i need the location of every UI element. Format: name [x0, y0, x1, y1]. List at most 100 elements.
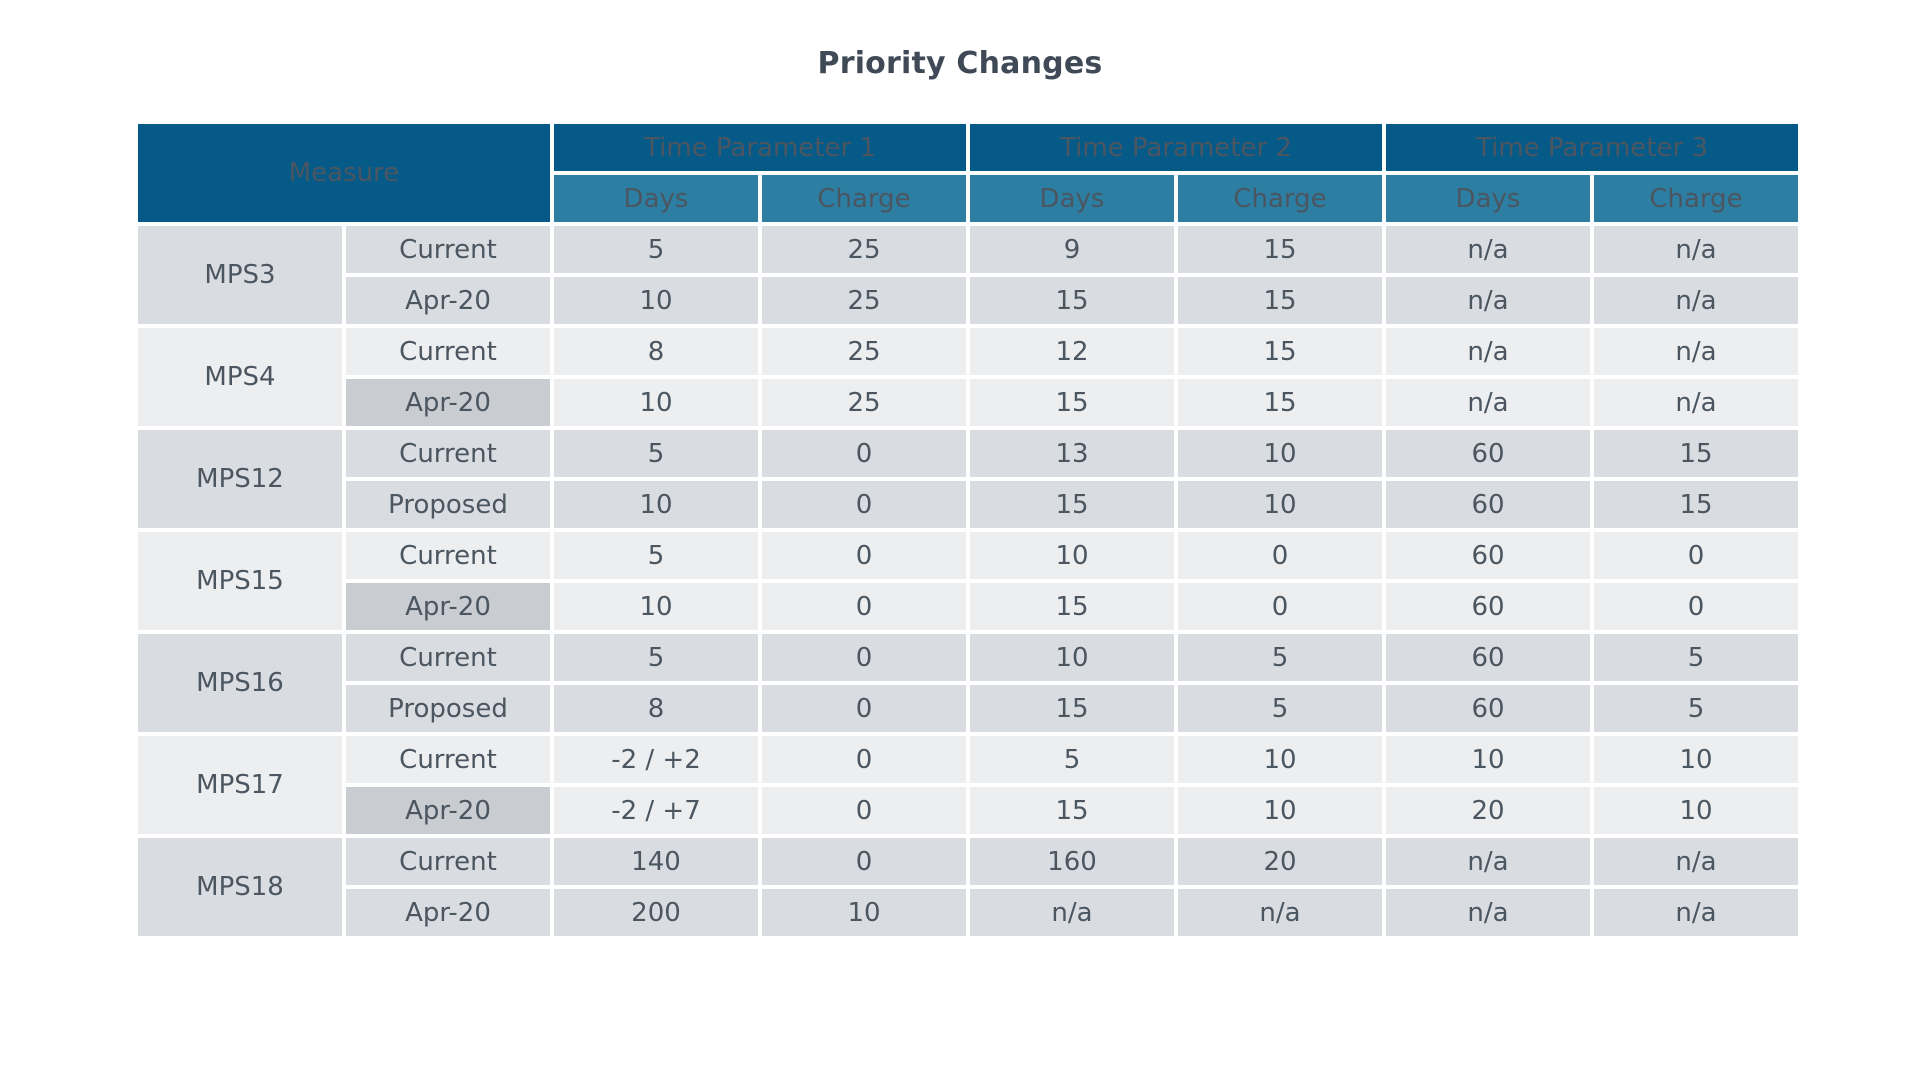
value-cell: 60 [1386, 481, 1590, 528]
sub-header-days: Days [1386, 175, 1590, 222]
sub-header-charge: Charge [762, 175, 966, 222]
value-cell: 0 [762, 838, 966, 885]
measure-cell: MPS4 [138, 328, 342, 426]
row-label: Current [346, 430, 550, 477]
value-cell: 8 [554, 328, 758, 375]
row-label: Current [346, 634, 550, 681]
value-cell: 0 [1594, 532, 1798, 579]
table-row: MPS4 Current 8 25 12 15 n/a n/a [138, 328, 1798, 426]
sub-header-days: Days [970, 175, 1174, 222]
value-cell: 140 [554, 838, 758, 885]
table-row: Apr-20 10 0 15 0 60 0 [138, 583, 1798, 630]
value-cell: 15 [970, 481, 1174, 528]
sub-header-days: Days [554, 175, 758, 222]
value-cell: n/a [1178, 889, 1382, 936]
value-cell: 8 [554, 685, 758, 732]
value-cell: 10 [554, 481, 758, 528]
value-cell: 10 [554, 379, 758, 426]
measure-cell: MPS15 [138, 532, 342, 630]
value-cell: 160 [970, 838, 1174, 885]
value-cell: 5 [1178, 634, 1382, 681]
value-cell: 0 [1594, 583, 1798, 630]
value-cell: 12 [970, 328, 1174, 375]
table-row: MPS16 Current 5 0 10 5 60 5 [138, 634, 1798, 732]
group-header-tp2: Time Parameter 2 [970, 124, 1382, 171]
value-cell: 15 [970, 379, 1174, 426]
value-cell: 10 [1178, 481, 1382, 528]
table-row: Apr-20 10 25 15 15 n/a n/a [138, 277, 1798, 324]
row-label: Current [346, 838, 550, 885]
table-row: MPS15 Current 5 0 10 0 60 0 [138, 532, 1798, 630]
value-cell: 5 [554, 430, 758, 477]
value-cell: 25 [762, 277, 966, 324]
sub-header-charge: Charge [1178, 175, 1382, 222]
row-label: Apr-20 [346, 889, 550, 936]
value-cell: n/a [1386, 277, 1590, 324]
header-row-sub: Days Charge Days Charge Days Charge [138, 175, 1798, 222]
table-row: Apr-20 10 25 15 15 n/a n/a [138, 379, 1798, 426]
value-cell: 15 [970, 685, 1174, 732]
value-cell: n/a [1386, 889, 1590, 936]
value-cell: n/a [1386, 226, 1590, 273]
value-cell: n/a [970, 889, 1174, 936]
table-row: Proposed 10 0 15 10 60 15 [138, 481, 1798, 528]
value-cell: 5 [554, 634, 758, 681]
value-cell: 13 [970, 430, 1174, 477]
measure-cell: MPS17 [138, 736, 342, 834]
value-cell: 10 [554, 277, 758, 324]
value-cell: 5 [554, 226, 758, 273]
row-label: Apr-20 [346, 787, 550, 834]
value-cell: 15 [1594, 430, 1798, 477]
table-row: Apr-20 -2 / +7 0 15 10 20 10 [138, 787, 1798, 834]
table-row: Apr-20 200 10 n/a n/a n/a n/a [138, 889, 1798, 936]
table-row: MPS12 Current 5 0 13 10 60 15 [138, 430, 1798, 528]
value-cell: 10 [970, 634, 1174, 681]
value-cell: 0 [762, 583, 966, 630]
row-label: Current [346, 226, 550, 273]
value-cell: 0 [762, 736, 966, 783]
value-cell: 60 [1386, 634, 1590, 681]
value-cell: 10 [554, 583, 758, 630]
value-cell: n/a [1594, 277, 1798, 324]
value-cell: 0 [762, 634, 966, 681]
value-cell: -2 / +7 [554, 787, 758, 834]
value-cell: 5 [1594, 685, 1798, 732]
measure-cell: MPS16 [138, 634, 342, 732]
value-cell: n/a [1386, 838, 1590, 885]
value-cell: 15 [1178, 277, 1382, 324]
row-label: Current [346, 328, 550, 375]
value-cell: 200 [554, 889, 758, 936]
value-cell: n/a [1594, 226, 1798, 273]
value-cell: 0 [1178, 583, 1382, 630]
value-cell: 0 [762, 787, 966, 834]
group-header-tp3: Time Parameter 3 [1386, 124, 1798, 171]
value-cell: 60 [1386, 532, 1590, 579]
value-cell: 10 [762, 889, 966, 936]
table-row: Proposed 8 0 15 5 60 5 [138, 685, 1798, 732]
value-cell: 25 [762, 226, 966, 273]
value-cell: n/a [1594, 379, 1798, 426]
value-cell: 15 [1178, 226, 1382, 273]
value-cell: n/a [1594, 889, 1798, 936]
value-cell: 0 [762, 532, 966, 579]
value-cell: -2 / +2 [554, 736, 758, 783]
value-cell: n/a [1386, 379, 1590, 426]
priority-changes-table: Measure Time Parameter 1 Time Parameter … [134, 120, 1802, 940]
value-cell: 0 [762, 685, 966, 732]
value-cell: 15 [1178, 328, 1382, 375]
table-title: Priority Changes [817, 46, 1103, 81]
value-cell: n/a [1386, 328, 1590, 375]
value-cell: 5 [970, 736, 1174, 783]
value-cell: 0 [762, 481, 966, 528]
row-label: Current [346, 736, 550, 783]
value-cell: 10 [1386, 736, 1590, 783]
measure-cell: MPS12 [138, 430, 342, 528]
table-row: MPS18 Current 140 0 160 20 n/a n/a [138, 838, 1798, 936]
value-cell: 10 [970, 532, 1174, 579]
value-cell: 15 [970, 787, 1174, 834]
header-row-groups: Measure Time Parameter 1 Time Parameter … [138, 124, 1798, 222]
value-cell: 60 [1386, 430, 1590, 477]
value-cell: 15 [970, 583, 1174, 630]
row-label: Proposed [346, 481, 550, 528]
value-cell: n/a [1594, 838, 1798, 885]
